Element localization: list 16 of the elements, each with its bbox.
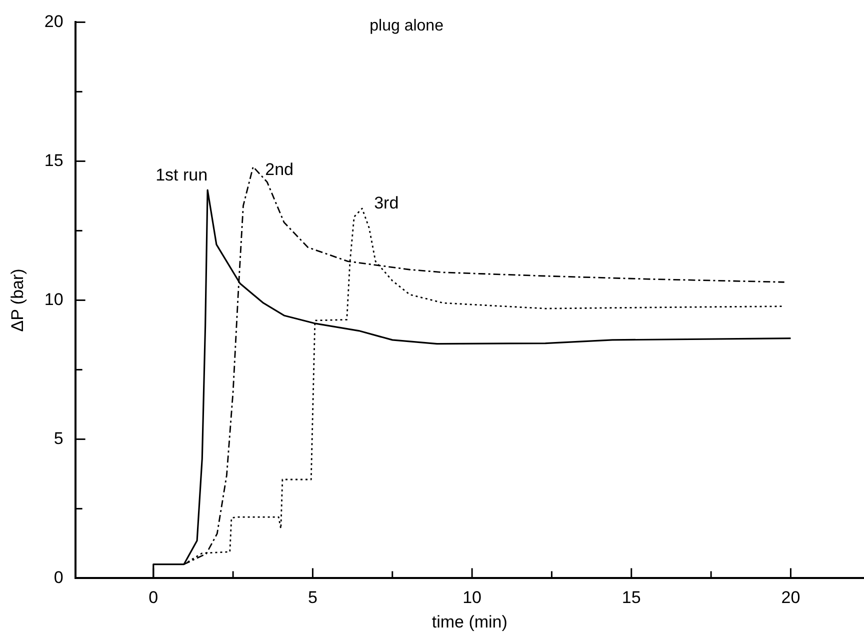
y-tick-label: 5 [54,428,64,448]
chart-title: plug alone [370,18,444,35]
y-tick-label: 10 [44,290,64,309]
x-tick-label: 20 [781,588,800,608]
series-label: 3rd [374,194,399,213]
series-label: 1st run [156,165,208,184]
x-tick-label: 10 [462,588,482,608]
y-axis-title: ΔP (bar) [8,268,27,332]
y-tick-label: 15 [44,150,64,170]
x-tick-label: 5 [308,588,318,608]
y-tick-label: 20 [44,12,64,31]
x-axis-title: time (min) [432,612,508,632]
x-tick-label: 0 [148,588,158,608]
series-label: 2nd [265,160,294,179]
y-tick-label: 0 [54,568,64,587]
x-tick-label: 15 [622,588,641,608]
